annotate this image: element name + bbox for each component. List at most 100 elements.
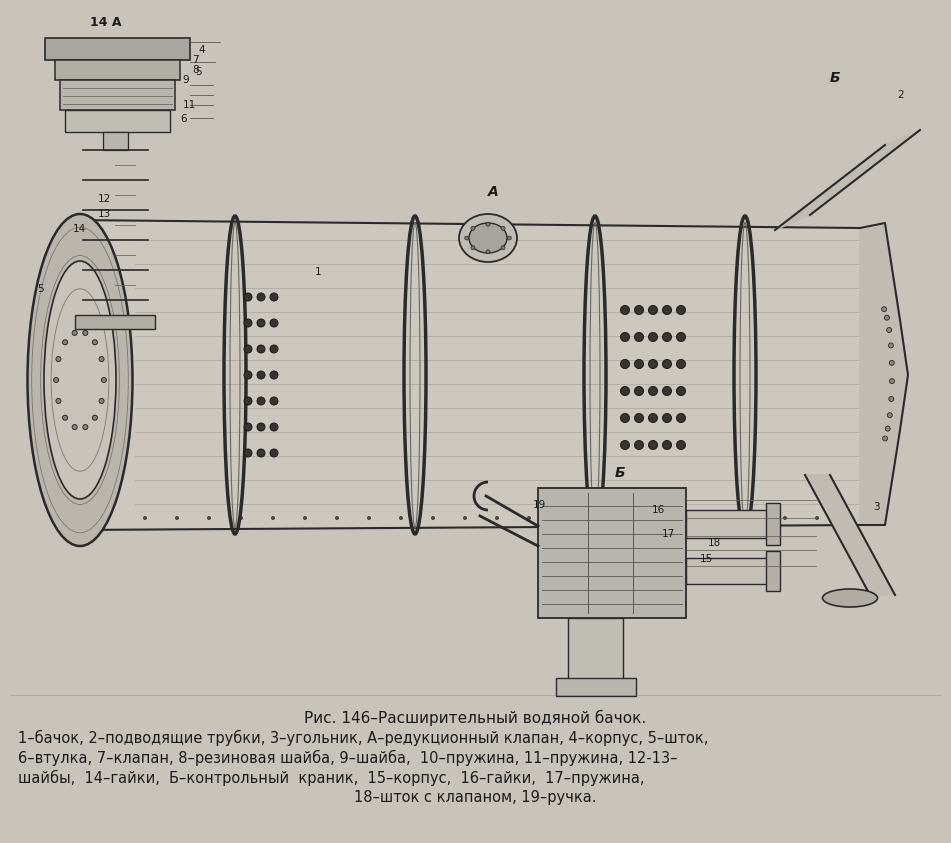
Ellipse shape [63, 416, 68, 421]
Ellipse shape [257, 423, 265, 431]
Ellipse shape [244, 397, 252, 405]
Text: А: А [488, 185, 498, 199]
Bar [556, 678, 636, 696]
Polygon shape [775, 130, 920, 230]
Ellipse shape [175, 516, 179, 520]
Ellipse shape [719, 516, 723, 520]
Ellipse shape [591, 516, 595, 520]
Ellipse shape [783, 516, 787, 520]
Ellipse shape [888, 343, 893, 348]
Text: 7: 7 [192, 55, 199, 65]
Ellipse shape [676, 386, 686, 395]
Text: 1–бачок, 2–подводящие трубки, 3–угольник, А–редукционный клапан, 4–корпус, 5–што: 1–бачок, 2–подводящие трубки, 3–угольник… [18, 730, 708, 746]
Ellipse shape [257, 371, 265, 379]
Ellipse shape [44, 261, 116, 499]
Ellipse shape [367, 516, 371, 520]
Ellipse shape [244, 293, 252, 301]
Text: Рис. 146–Расширительный водяной бачок.: Рис. 146–Расширительный водяной бачок. [304, 710, 646, 726]
Ellipse shape [270, 345, 278, 353]
Text: 6: 6 [180, 114, 186, 124]
Text: 6–втулка, 7–клапан, 8–резиновая шайба, 9–шайба,  10–пружина, 11–пружина, 12-13–: 6–втулка, 7–клапан, 8–резиновая шайба, 9… [18, 750, 677, 766]
Bar [766, 503, 780, 545]
Text: 15: 15 [700, 554, 713, 564]
Ellipse shape [889, 379, 895, 384]
Ellipse shape [501, 226, 505, 230]
Ellipse shape [634, 414, 644, 422]
Text: 19: 19 [533, 500, 546, 510]
Text: 14: 14 [73, 224, 87, 234]
Text: 18–шток с клапаном, 19–ручка.: 18–шток с клапаном, 19–ручка. [354, 790, 596, 805]
Ellipse shape [244, 371, 252, 379]
Text: 3: 3 [873, 502, 880, 512]
Ellipse shape [663, 386, 671, 395]
Ellipse shape [889, 396, 894, 401]
Ellipse shape [623, 516, 627, 520]
Text: 12: 12 [98, 194, 111, 204]
Ellipse shape [83, 330, 87, 336]
Text: шайбы,  14–гайки,  Б–контрольный  краник,  15–корпус,  16–гайки,  17–пружина,: шайбы, 14–гайки, Б–контрольный краник, 1… [18, 770, 645, 787]
Ellipse shape [634, 386, 644, 395]
Text: 5: 5 [37, 284, 44, 294]
Ellipse shape [634, 359, 644, 368]
Ellipse shape [270, 319, 278, 327]
Text: 9: 9 [182, 75, 188, 85]
Bar [686, 558, 774, 584]
Text: 17: 17 [662, 529, 675, 539]
Ellipse shape [649, 359, 657, 368]
Ellipse shape [815, 516, 819, 520]
Polygon shape [805, 475, 895, 595]
Ellipse shape [676, 332, 686, 341]
Ellipse shape [663, 414, 671, 422]
Ellipse shape [559, 516, 563, 520]
Bar [538, 488, 686, 618]
Ellipse shape [486, 223, 490, 226]
Ellipse shape [527, 516, 531, 520]
Ellipse shape [882, 307, 886, 312]
Ellipse shape [620, 441, 630, 449]
Ellipse shape [634, 332, 644, 341]
Ellipse shape [620, 305, 630, 314]
Ellipse shape [303, 516, 307, 520]
Ellipse shape [207, 516, 211, 520]
Ellipse shape [244, 319, 252, 327]
Bar [568, 618, 623, 688]
Ellipse shape [244, 449, 252, 457]
Ellipse shape [655, 516, 659, 520]
Text: 11: 11 [183, 100, 196, 110]
Polygon shape [75, 220, 860, 530]
Ellipse shape [634, 441, 644, 449]
Ellipse shape [634, 305, 644, 314]
Ellipse shape [335, 516, 339, 520]
Ellipse shape [676, 414, 686, 422]
Text: 4: 4 [198, 45, 204, 55]
Ellipse shape [463, 516, 467, 520]
Ellipse shape [92, 340, 97, 345]
Bar [686, 510, 774, 538]
Ellipse shape [270, 397, 278, 405]
Ellipse shape [53, 378, 59, 383]
Ellipse shape [620, 386, 630, 395]
Ellipse shape [620, 414, 630, 422]
Ellipse shape [72, 425, 77, 430]
Ellipse shape [649, 386, 657, 395]
Ellipse shape [889, 360, 894, 365]
Ellipse shape [399, 516, 403, 520]
Ellipse shape [92, 416, 97, 421]
Ellipse shape [649, 332, 657, 341]
Ellipse shape [501, 245, 505, 250]
Ellipse shape [270, 293, 278, 301]
Text: 13: 13 [98, 209, 111, 219]
Ellipse shape [271, 516, 275, 520]
Text: 18: 18 [708, 538, 721, 548]
Ellipse shape [257, 345, 265, 353]
Ellipse shape [676, 305, 686, 314]
Ellipse shape [663, 441, 671, 449]
Ellipse shape [270, 423, 278, 431]
Ellipse shape [676, 359, 686, 368]
Ellipse shape [431, 516, 435, 520]
Ellipse shape [620, 332, 630, 341]
Text: 16: 16 [652, 505, 666, 515]
Text: 14 А: 14 А [90, 16, 122, 29]
Ellipse shape [649, 414, 657, 422]
Ellipse shape [883, 436, 887, 441]
